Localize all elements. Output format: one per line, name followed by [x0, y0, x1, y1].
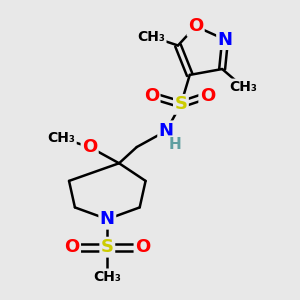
Text: N: N [100, 210, 115, 228]
Text: CH₃: CH₃ [229, 80, 257, 94]
Text: O: O [64, 238, 80, 256]
Text: S: S [174, 95, 188, 113]
Text: N: N [159, 122, 174, 140]
Text: O: O [135, 238, 150, 256]
Text: O: O [144, 86, 159, 104]
Text: O: O [188, 17, 203, 35]
Text: H: H [169, 136, 182, 152]
Text: CH₃: CH₃ [93, 270, 121, 283]
Text: O: O [200, 86, 215, 104]
Text: O: O [82, 138, 97, 156]
Text: CH₃: CH₃ [137, 30, 165, 44]
Text: CH₃: CH₃ [48, 131, 76, 145]
Text: N: N [218, 31, 232, 49]
Text: S: S [101, 238, 114, 256]
